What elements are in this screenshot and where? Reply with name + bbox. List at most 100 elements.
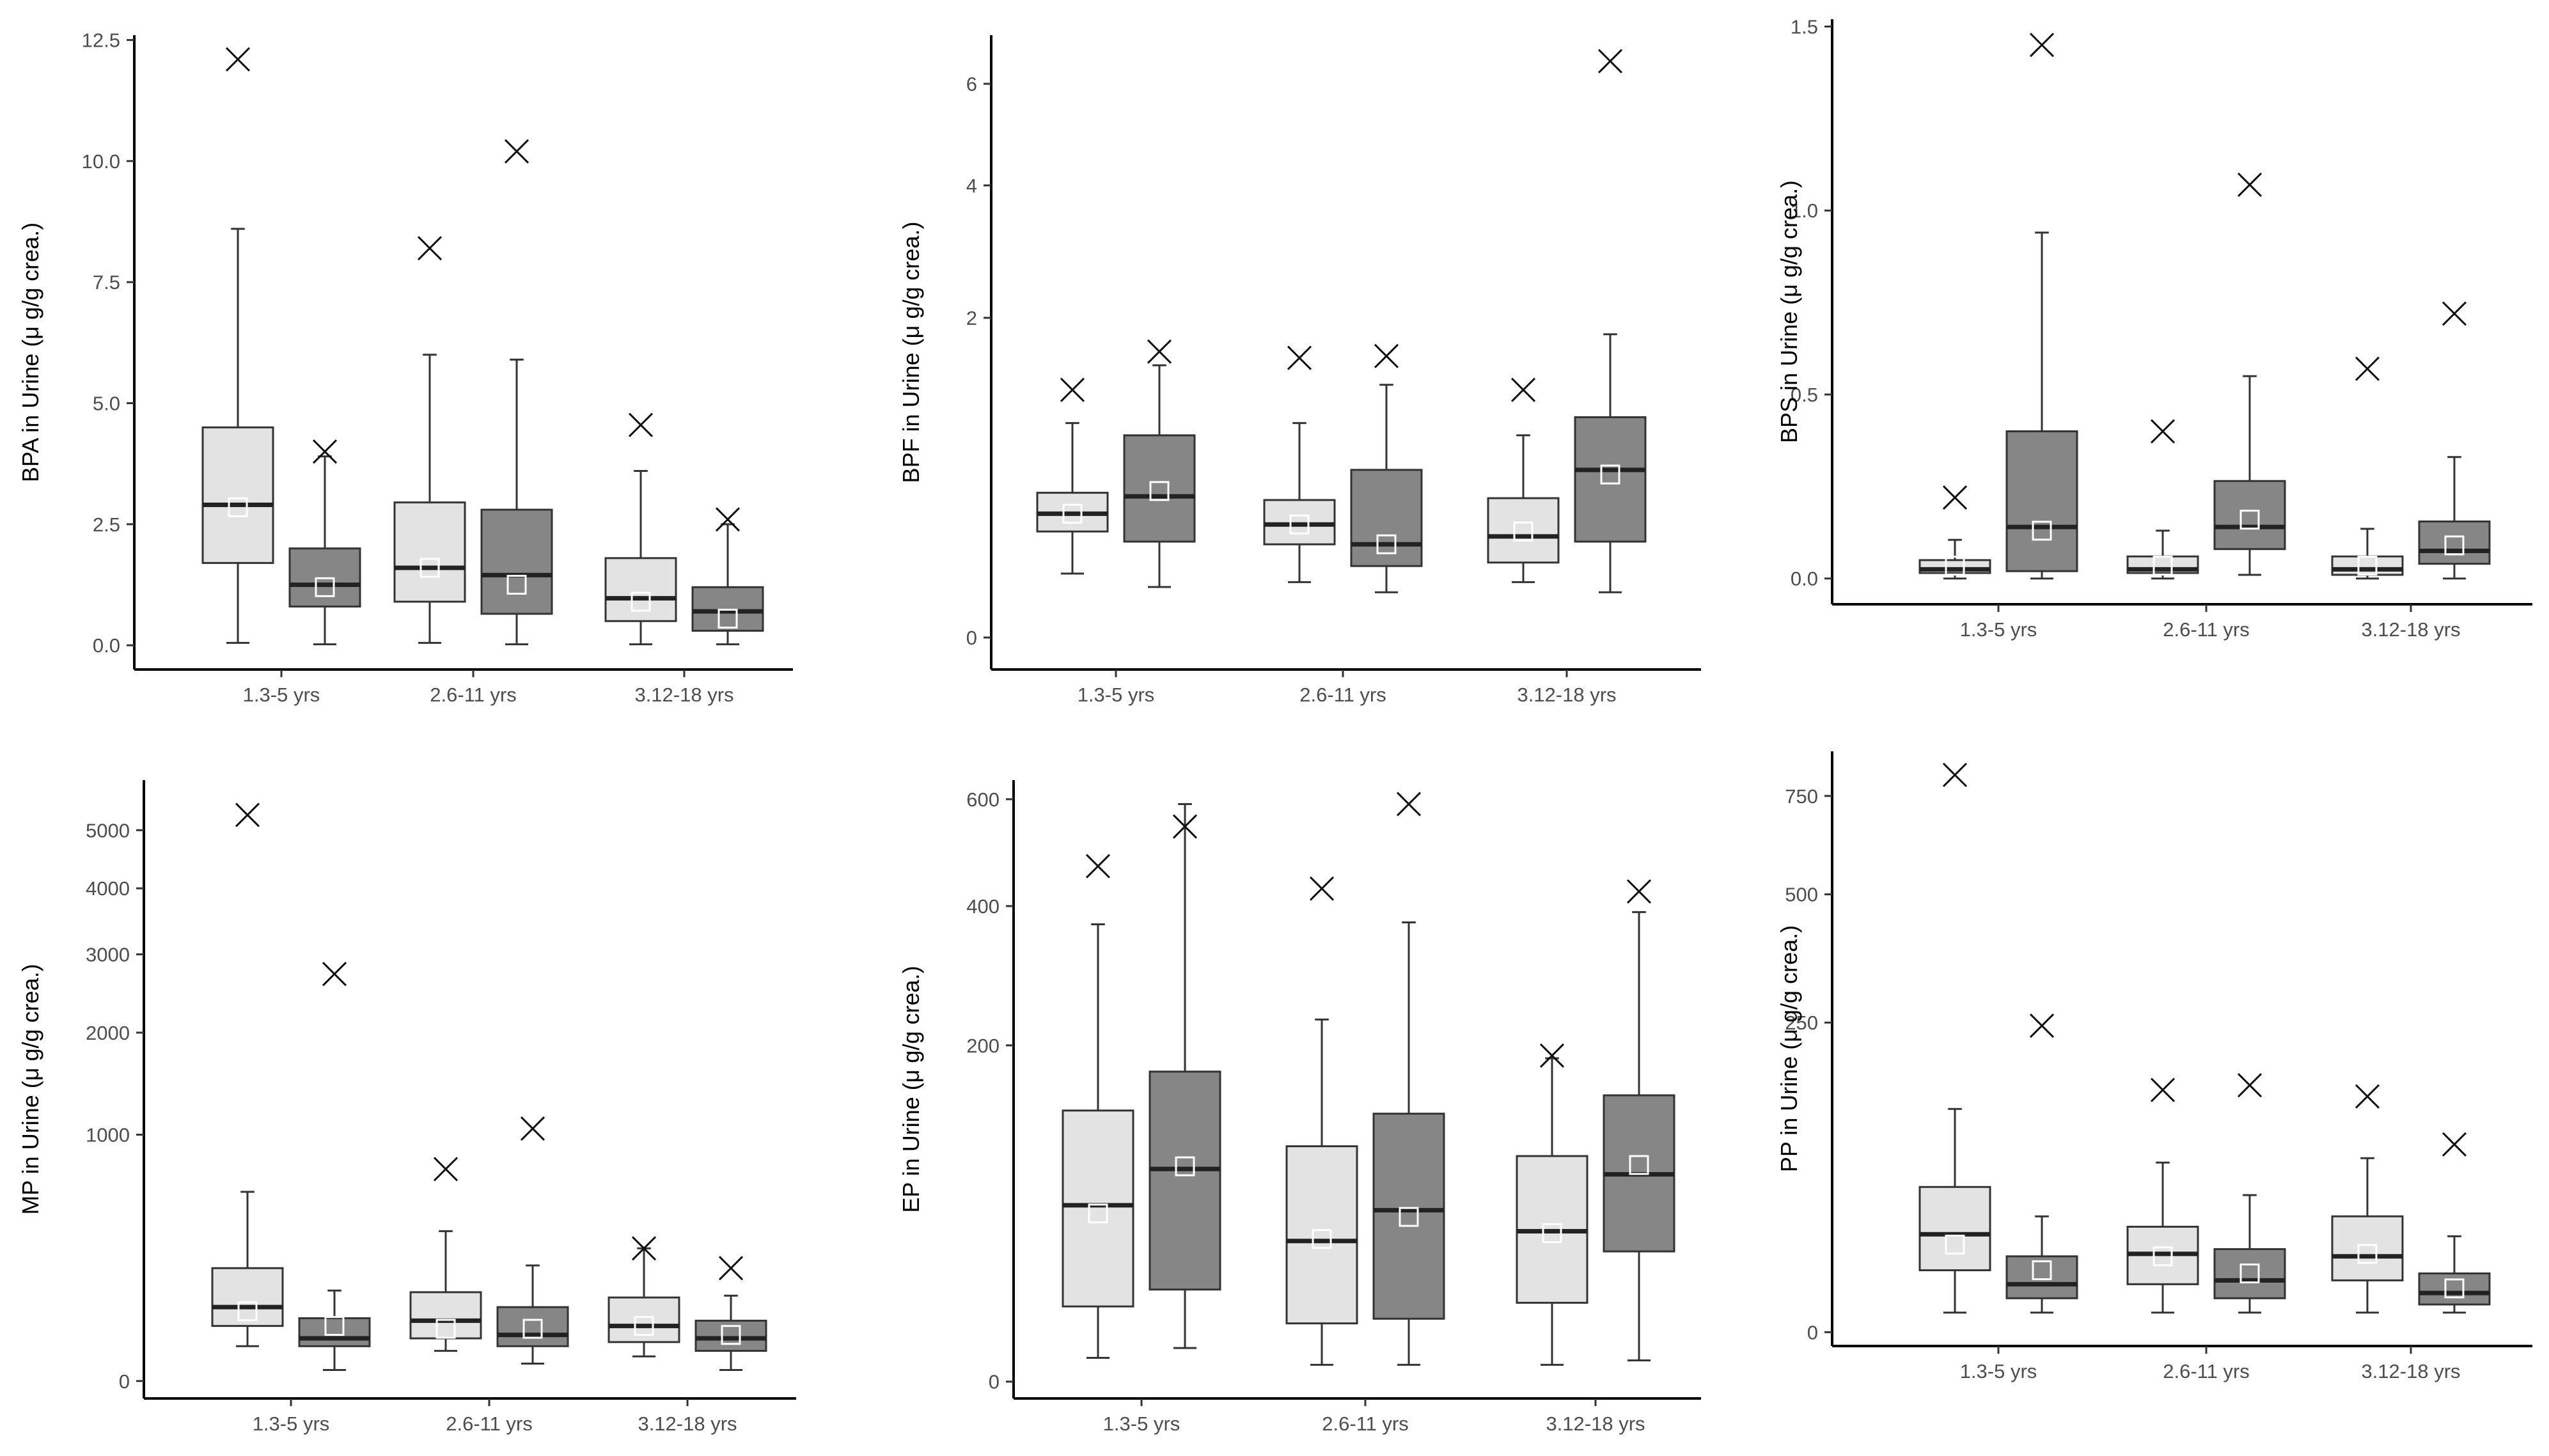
mean-marker — [1542, 1223, 1562, 1243]
box-bps-s1-c1 — [1918, 485, 1991, 580]
box-ep-s1-c3 — [1516, 1043, 1588, 1366]
mean-marker — [1399, 1207, 1419, 1227]
box-bpa-s2-c3 — [691, 507, 764, 646]
x-tick-label: 2.6-11 yrs — [430, 684, 517, 706]
y-tick-label: 4000 — [86, 877, 130, 900]
y-tick-label: 0.5 — [1791, 384, 1818, 406]
y-axis-title: MP in Urine (μ g/g crea.) — [17, 964, 43, 1214]
mean-marker — [2357, 1244, 2378, 1264]
box-ep-s1-c2 — [1285, 876, 1358, 1366]
y-tick-label: 5000 — [86, 819, 130, 842]
x-tick-label: 2.6-11 yrs — [2163, 1360, 2250, 1382]
box-bpf-s1-c2 — [1263, 345, 1336, 583]
mean-marker — [721, 1325, 741, 1345]
x-tick-label: 2.6-11 yrs — [1322, 1413, 1409, 1435]
max-value-x-marker — [1287, 345, 1312, 370]
box-mp-s1-c3 — [608, 1236, 680, 1358]
box-mp-s2-c2 — [496, 1116, 569, 1365]
box-ep-s2-c2 — [1372, 792, 1445, 1366]
mean-marker — [2357, 556, 2378, 576]
iqr-box — [1918, 1186, 1991, 1272]
y-axis-title: PP in Urine (μ g/g crea.) — [1776, 925, 1802, 1172]
x-tick-label: 3.12-18 yrs — [1517, 684, 1616, 706]
y-tick-label: 0 — [1807, 1321, 1818, 1343]
max-value-x-marker — [1626, 879, 1652, 904]
x-tick-label: 1.3-5 yrs — [253, 1413, 330, 1435]
mean-marker — [1149, 481, 1170, 501]
x-tick-label: 3.12-18 yrs — [2361, 1360, 2460, 1382]
iqr-box — [409, 1291, 482, 1340]
box-bpa-s1-c2 — [393, 236, 466, 644]
iqr-box — [1285, 1145, 1358, 1325]
mean-marker — [1312, 1229, 1332, 1249]
x-tick-label: 2.6-11 yrs — [446, 1413, 533, 1435]
box-pp-s2-c1 — [2005, 1014, 2078, 1314]
y-tick-label: 0 — [989, 1371, 1000, 1393]
iqr-box — [604, 557, 677, 622]
iqr-box — [211, 1267, 284, 1327]
y-tick-label: 1000 — [86, 1123, 130, 1146]
iqr-box — [201, 426, 274, 564]
box-bps-s2-c1 — [2005, 33, 2078, 580]
y-tick-label: 200 — [966, 1035, 1000, 1057]
y-tick-label: 750 — [1785, 785, 1818, 808]
iqr-box — [2418, 521, 2491, 565]
max-value-x-marker — [1539, 1043, 1565, 1068]
mean-marker — [2153, 556, 2173, 576]
box-pp-s1-c3 — [2331, 1084, 2404, 1314]
y-axis-title: BPA in Urine (μ g/g crea.) — [17, 223, 43, 482]
iqr-box — [1149, 1070, 1221, 1291]
mean-marker — [1175, 1156, 1195, 1177]
box-pp-s2-c3 — [2418, 1132, 2491, 1314]
box-bpf-s2-c3 — [1574, 49, 1647, 593]
iqr-box — [480, 508, 553, 615]
iqr-box — [1263, 499, 1336, 545]
mean-marker — [2239, 1263, 2260, 1283]
max-value-x-marker — [1374, 343, 1399, 368]
iqr-box — [2418, 1272, 2491, 1306]
x-tick-label: 3.12-18 yrs — [634, 684, 733, 706]
panel-mp: 0 1000 2000 3000 4000 5000 1.3-5 yrs 2.6-11 yrs… — [17, 780, 796, 1435]
y-tick-label: 500 — [1785, 884, 1818, 906]
box-bps-s1-c3 — [2331, 356, 2404, 580]
max-value-x-marker — [2029, 33, 2055, 58]
mean-marker — [2032, 1260, 2052, 1281]
mean-marker — [718, 608, 738, 629]
iqr-box — [1062, 1109, 1134, 1308]
max-value-x-marker — [433, 1157, 459, 1182]
box-bpa-s2-c1 — [288, 439, 361, 646]
max-value-x-marker — [2029, 1014, 2055, 1038]
max-value-x-marker — [2237, 1073, 2263, 1098]
mean-marker — [315, 577, 335, 597]
iqr-box — [608, 1296, 680, 1343]
max-value-x-marker — [235, 802, 260, 827]
iqr-box — [393, 501, 466, 603]
mean-marker — [2153, 1246, 2173, 1267]
box-pp-s2-c2 — [2213, 1073, 2286, 1314]
box-bpf-s1-c1 — [1036, 377, 1109, 575]
mean-marker — [634, 1316, 654, 1336]
y-axis-title: BPF in Urine (μ g/g crea.) — [898, 222, 924, 483]
mean-marker — [631, 591, 651, 612]
box-ep-s1-c1 — [1062, 854, 1134, 1359]
mean-marker — [1513, 521, 1533, 542]
iqr-box — [1574, 416, 1647, 543]
panel-ep: 0 200 400 600 1.3-5 yrs 2.6-11 yrs 3.12-18 yrs… — [898, 780, 1701, 1435]
y-tick-label: 12.5 — [82, 29, 120, 52]
box-pp-s1-c2 — [2126, 1077, 2199, 1314]
max-value-x-marker — [2150, 419, 2176, 444]
max-value-x-marker — [312, 439, 338, 464]
y-tick-label: 0 — [966, 627, 977, 649]
y-tick-label: 0.0 — [1791, 568, 1818, 590]
y-tick-label: 0 — [119, 1370, 130, 1393]
y-axis-title: BPS in Urine (μ g/g crea.) — [1776, 180, 1802, 443]
mean-marker — [1289, 514, 1310, 535]
max-value-x-marker — [1147, 339, 1172, 364]
box-pp-s1-c1 — [1918, 762, 1991, 1314]
iqr-box — [2213, 1248, 2286, 1299]
x-tick-label: 1.3-5 yrs — [1960, 618, 2037, 641]
box-mp-s1-c1 — [211, 802, 284, 1347]
max-value-x-marker — [1060, 377, 1085, 402]
y-tick-label: 600 — [966, 788, 1000, 811]
panel-bpa: 0.0 2.5 5.0 7.5 10.0 12.5 1.3-5 yrs 2.6-11 yrs 3… — [17, 29, 793, 706]
